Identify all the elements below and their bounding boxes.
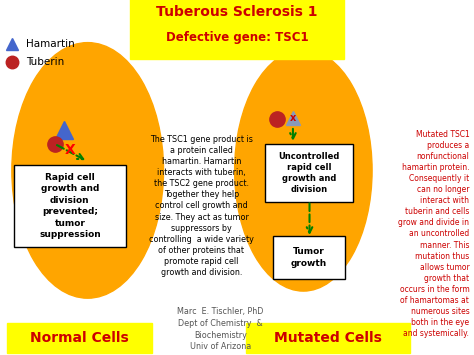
Text: x: x bbox=[290, 113, 296, 123]
FancyBboxPatch shape bbox=[14, 165, 126, 247]
Text: Marc  E. Tischler, PhD
Dept of Chemistry  &
Biochemistry
Univ of Arizona: Marc E. Tischler, PhD Dept of Chemistry … bbox=[177, 307, 264, 351]
Text: X: X bbox=[65, 143, 75, 157]
Text: Tuberous Sclerosis 1: Tuberous Sclerosis 1 bbox=[156, 5, 318, 20]
Ellipse shape bbox=[12, 43, 164, 298]
FancyBboxPatch shape bbox=[246, 323, 410, 353]
Text: Mutated Cells: Mutated Cells bbox=[274, 331, 382, 345]
Text: Normal Cells: Normal Cells bbox=[30, 331, 129, 345]
FancyBboxPatch shape bbox=[7, 323, 152, 353]
Text: Defective gene: TSC1: Defective gene: TSC1 bbox=[166, 31, 308, 44]
Text: The TSC1 gene product is
a protein called
hamartin. Hamartin
interacts with tube: The TSC1 gene product is a protein calle… bbox=[149, 135, 254, 277]
Text: Hamartin: Hamartin bbox=[26, 39, 75, 49]
FancyBboxPatch shape bbox=[130, 0, 344, 59]
Ellipse shape bbox=[235, 50, 372, 291]
Text: Tuberin: Tuberin bbox=[26, 57, 64, 67]
Text: Uncontrolled
rapid cell
growth and
division: Uncontrolled rapid cell growth and divis… bbox=[279, 152, 340, 194]
FancyBboxPatch shape bbox=[273, 236, 345, 279]
FancyBboxPatch shape bbox=[265, 144, 353, 202]
Text: Rapid cell
growth and
division
prevented;
tumor
suppression: Rapid cell growth and division prevented… bbox=[39, 173, 101, 239]
Text: Mutated TSC1
produces a
nonfunctional
hamartin protein.
Consequently it
can no l: Mutated TSC1 produces a nonfunctional ha… bbox=[398, 130, 469, 338]
Text: Tumor
growth: Tumor growth bbox=[291, 247, 327, 268]
